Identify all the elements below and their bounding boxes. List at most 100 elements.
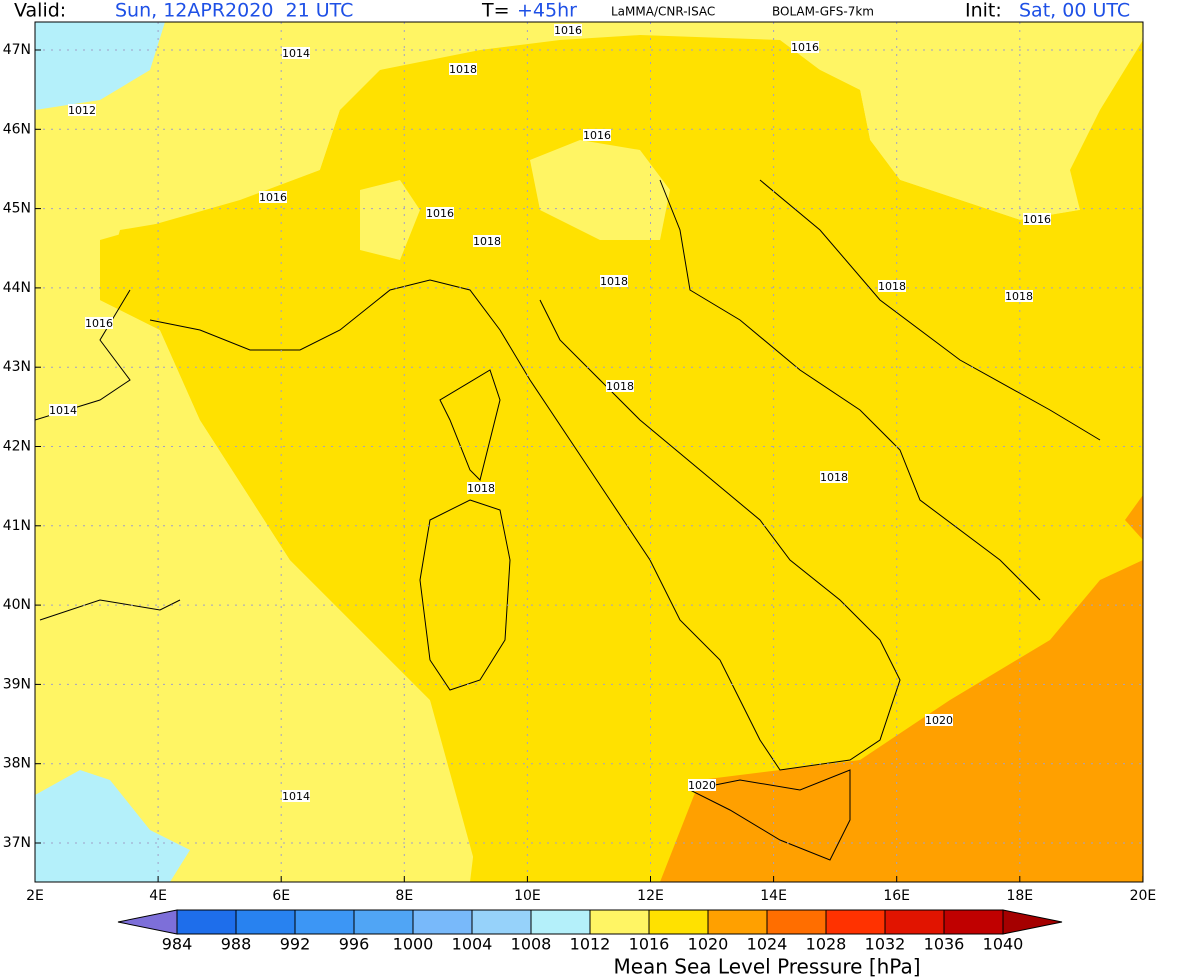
- contour-label-bg: [259, 191, 287, 203]
- colorbar-box: [471, 909, 532, 935]
- pressure-fill: [35, 22, 165, 110]
- contour-label: 1016: [554, 24, 582, 37]
- coastline: [149, 279, 901, 771]
- contour-label: 1014: [49, 404, 77, 417]
- contour-label-bg: [600, 275, 628, 287]
- colorbar-label: 1024: [747, 935, 788, 954]
- lat-label: 46N: [3, 121, 31, 137]
- lat-label: 40N: [3, 597, 31, 613]
- coastline: [439, 369, 501, 481]
- contour-label-bg: [554, 24, 582, 36]
- contour-label-bg: [282, 47, 310, 59]
- contour-label-bg: [791, 41, 819, 53]
- colorbar-arrow: [1002, 909, 1063, 935]
- colorbar-box: [235, 909, 296, 935]
- lat-label: 44N: [3, 280, 31, 296]
- contour-label: 1018: [606, 380, 634, 393]
- contour-label-bg: [583, 129, 611, 141]
- lon-label: 18E: [1006, 888, 1033, 904]
- contour-label-bg: [606, 380, 634, 392]
- coastline: [419, 499, 511, 691]
- pressure-fill: [1125, 495, 1143, 540]
- contour-label: 1018: [820, 471, 848, 484]
- colorbar-label: 1016: [629, 935, 670, 954]
- map-frame: [34, 21, 1144, 883]
- contour-label: 1016: [85, 317, 113, 330]
- lon-label: 20E: [1130, 888, 1157, 904]
- lat-label: 37N: [3, 835, 31, 851]
- contour-label: 1016: [583, 129, 611, 142]
- model: BOLAM-GFS-7km: [772, 5, 874, 19]
- colorbar-box: [412, 909, 473, 935]
- lon-label: 6E: [272, 888, 290, 904]
- coastline: [688, 769, 851, 861]
- contour-label: 1016: [1023, 213, 1051, 226]
- colorbar-box: [294, 909, 355, 935]
- colorbar-box: [943, 909, 1004, 935]
- lon-label: 12E: [637, 888, 664, 904]
- contour-label: 1018: [600, 275, 628, 288]
- colorbar-label: 1028: [806, 935, 847, 954]
- lat-label: 43N: [3, 359, 31, 375]
- map-area: 1016 1016 1014 1018 1012 1016 1016 1016 1018 1016…: [35, 22, 1143, 882]
- source: LaMMA/CNR-ISAC: [611, 5, 715, 19]
- contour-label: 1016: [791, 41, 819, 54]
- contour-label-bg: [467, 482, 495, 494]
- colorbar-label: 1004: [452, 935, 493, 954]
- contour-label-bg: [449, 63, 477, 75]
- t-value: +45hr: [517, 0, 577, 22]
- pressure-fill: [660, 560, 1143, 882]
- colorbar-label: 984: [162, 935, 193, 954]
- colorbar-label: 1036: [924, 935, 965, 954]
- t-label: T=: [481, 0, 510, 22]
- colorbar-arrow: [117, 909, 178, 935]
- pressure-fill: [100, 40, 1143, 882]
- colorbar-box: [589, 909, 650, 935]
- contour-label: 1018: [467, 482, 495, 495]
- contour-label-bg: [1023, 213, 1051, 225]
- valid-label: Valid:: [14, 0, 66, 22]
- contour-label-bg: [85, 317, 113, 329]
- colorbar-label: 1020: [688, 935, 729, 954]
- lon-label: 10E: [514, 888, 541, 904]
- lon-label: 2E: [26, 888, 44, 904]
- colorbar-box: [648, 909, 709, 935]
- colorbar-box: [707, 909, 768, 935]
- colorbar-label: 1040: [983, 935, 1024, 954]
- contour-label: 1016: [259, 191, 287, 204]
- colorbar-label: 992: [280, 935, 311, 954]
- pressure-fill: [530, 140, 670, 240]
- colorbar-box: [353, 909, 414, 935]
- pressure-fill: [360, 180, 420, 260]
- lat-label: 42N: [3, 439, 31, 455]
- colorbar-box: [530, 909, 591, 935]
- colorbar-box: [176, 909, 237, 935]
- lon-label: 14E: [760, 888, 787, 904]
- lon-label: 8E: [395, 888, 413, 904]
- lon-label: 16E: [883, 888, 910, 904]
- contour-label-bg: [878, 280, 906, 292]
- contour-label-bg: [49, 404, 77, 416]
- lon-label: 4E: [149, 888, 167, 904]
- init-time: Sat, 00 UTC: [1019, 0, 1130, 22]
- contour-label-bg: [820, 471, 848, 483]
- coastline: [759, 179, 1101, 441]
- colorbar-label: 1000: [393, 935, 434, 954]
- coastline: [39, 599, 181, 621]
- lat-label: 38N: [3, 756, 31, 772]
- contour-label-bg: [473, 235, 501, 247]
- contour-label: 1014: [282, 790, 310, 803]
- contour-label: 1018: [878, 280, 906, 293]
- contour-label-bg: [925, 714, 953, 726]
- contour-label: 1020: [925, 714, 953, 727]
- contour-label-bg: [688, 779, 716, 791]
- contour-label: 1012: [68, 104, 96, 117]
- lat-label: 39N: [3, 676, 31, 692]
- colorbar-label: 996: [339, 935, 370, 954]
- colorbar-title: Mean Sea Level Pressure [hPa]: [613, 955, 920, 979]
- init-label: Init:: [965, 0, 1002, 22]
- contour-label: 1018: [473, 235, 501, 248]
- pressure-fill: [35, 770, 190, 882]
- contour-label-bg: [282, 790, 310, 802]
